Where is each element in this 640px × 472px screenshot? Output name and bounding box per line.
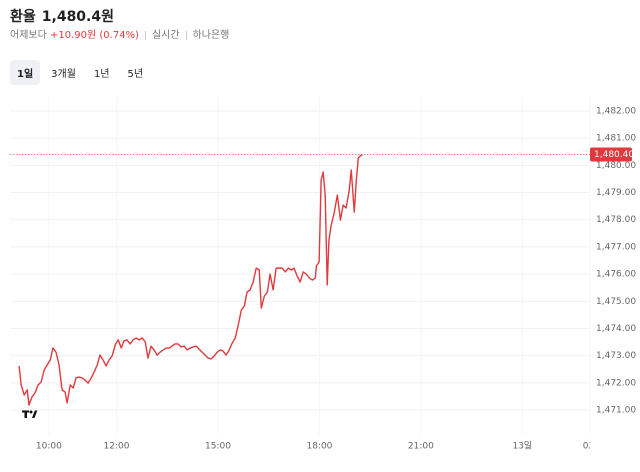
subheader: 어제보다 +10.90원 (0.74%) 실시간 하나은행 xyxy=(10,26,229,41)
x-axis: 10:00 12:00 15:00 18:00 21:00 13일 02: xyxy=(36,441,597,452)
tab[interactable]: 1년 xyxy=(93,69,110,80)
price: 1,480.4원 xyxy=(41,9,114,25)
change: +10.90원 (0.74%) xyxy=(50,30,139,41)
x-tick-label: 21:00 xyxy=(408,442,434,452)
current-label: 1,480.40 xyxy=(594,150,634,160)
y-tick-label: 1,474.00 xyxy=(596,324,636,334)
y-tick-label: 1,479.00 xyxy=(596,188,636,198)
tab[interactable]: 1일 xyxy=(10,60,41,85)
y-tick-label: 1,482.00 xyxy=(596,107,636,117)
x-tick-label: 12:00 xyxy=(104,442,130,452)
tabs: 1일 3개월 1년 5년 xyxy=(10,60,150,85)
tab[interactable]: 3개월 xyxy=(51,69,76,80)
x-tick-label: 10:00 xyxy=(36,442,62,452)
y-tick-label: 1,478.00 xyxy=(596,215,636,225)
compare: 어제보다 xyxy=(10,30,47,41)
x-tick-label: 13일 xyxy=(512,441,532,452)
x-tick-label: 15:00 xyxy=(205,442,231,452)
x-tick-label: 18:00 xyxy=(306,442,332,452)
y-tick-label: 1,472.00 xyxy=(596,378,636,388)
mode: 실시간 xyxy=(151,30,180,41)
y-tick-label: 1,475.00 xyxy=(596,297,636,307)
y-tick-label: 1,471.00 xyxy=(596,405,636,415)
source: 하나은행 xyxy=(192,30,230,41)
y-tick-label: 1,473.00 xyxy=(596,351,636,361)
price-line xyxy=(18,153,363,406)
y-tick-label: 1,476.00 xyxy=(596,270,636,280)
y-tick-label: 1,481.00 xyxy=(596,134,636,144)
header: 환율 1,480.4원 xyxy=(10,6,120,26)
title: 환율 xyxy=(10,9,36,25)
tab[interactable]: 5년 xyxy=(127,69,144,80)
x-tick-label: 02: xyxy=(583,442,597,452)
tv-logo xyxy=(22,410,38,418)
current-label-bg xyxy=(590,147,632,162)
y-tick-label: 1,480.00 xyxy=(596,161,636,171)
y-tick-label: 1,477.00 xyxy=(596,242,636,252)
